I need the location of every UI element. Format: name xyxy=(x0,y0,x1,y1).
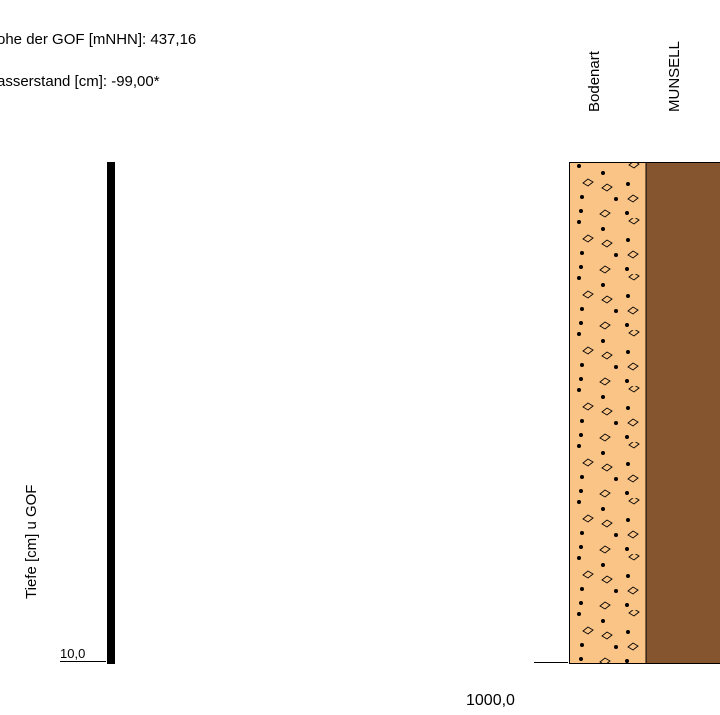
column-header-soil-type: Bodenart xyxy=(586,51,603,112)
depth-tick-top-line xyxy=(60,661,106,662)
column-header-munsell: MUNSELL xyxy=(666,41,683,112)
soil-profile-column xyxy=(569,162,720,664)
gravel-sand-pattern xyxy=(569,162,646,664)
depth-axis-label: Tiefe [cm] u GOF xyxy=(23,484,40,599)
depth-tick-bottom-label: 1000,0 xyxy=(466,692,515,709)
munsell-color-fill xyxy=(646,162,720,664)
water-level-label: asserstand [cm]: -99,00* xyxy=(0,73,160,90)
soil-column-outline xyxy=(569,162,720,664)
depth-tick-top-label: 10,0 xyxy=(60,646,86,661)
gof-elevation-label: ohe der GOF [mNHN]: 437,16 xyxy=(0,31,197,48)
soil-layer-graphic xyxy=(569,162,720,664)
depth-bar xyxy=(107,162,115,664)
depth-tick-bottom-line xyxy=(534,662,568,663)
